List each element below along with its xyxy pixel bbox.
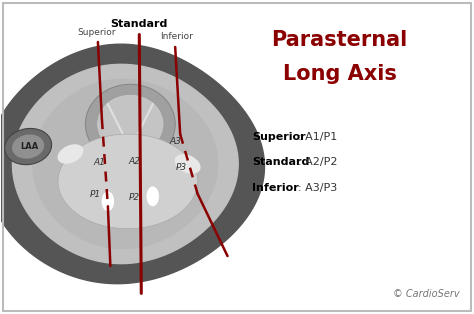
Text: Parasternal: Parasternal [272,30,408,50]
Text: Superior: Superior [77,28,116,37]
Text: P3: P3 [175,164,187,172]
Text: Long Axis: Long Axis [283,64,397,84]
Polygon shape [0,44,264,284]
Text: Standard: Standard [110,19,168,29]
Text: LAA: LAA [20,142,38,151]
Ellipse shape [97,94,164,154]
Ellipse shape [57,144,83,164]
Text: Inferior: Inferior [160,31,192,41]
Polygon shape [12,64,238,264]
Text: A1: A1 [93,159,105,167]
Polygon shape [33,79,218,249]
Ellipse shape [175,154,201,174]
Ellipse shape [12,134,44,159]
Text: Superior: Superior [253,132,306,142]
Ellipse shape [101,191,114,211]
Text: A3: A3 [169,137,181,146]
Text: P2: P2 [129,193,140,202]
Text: Inferior: Inferior [253,183,299,193]
Text: : A2/P2: : A2/P2 [298,158,338,167]
Text: P1: P1 [90,190,101,199]
Ellipse shape [146,187,159,206]
Ellipse shape [85,84,175,164]
Text: Standard: Standard [253,158,310,167]
Text: A2: A2 [128,157,140,166]
Text: © CardioServ: © CardioServ [393,290,459,299]
Ellipse shape [58,134,198,229]
Text: : A3/P3: : A3/P3 [298,183,337,193]
Ellipse shape [5,128,52,165]
Text: : A1/P1: : A1/P1 [298,132,337,142]
